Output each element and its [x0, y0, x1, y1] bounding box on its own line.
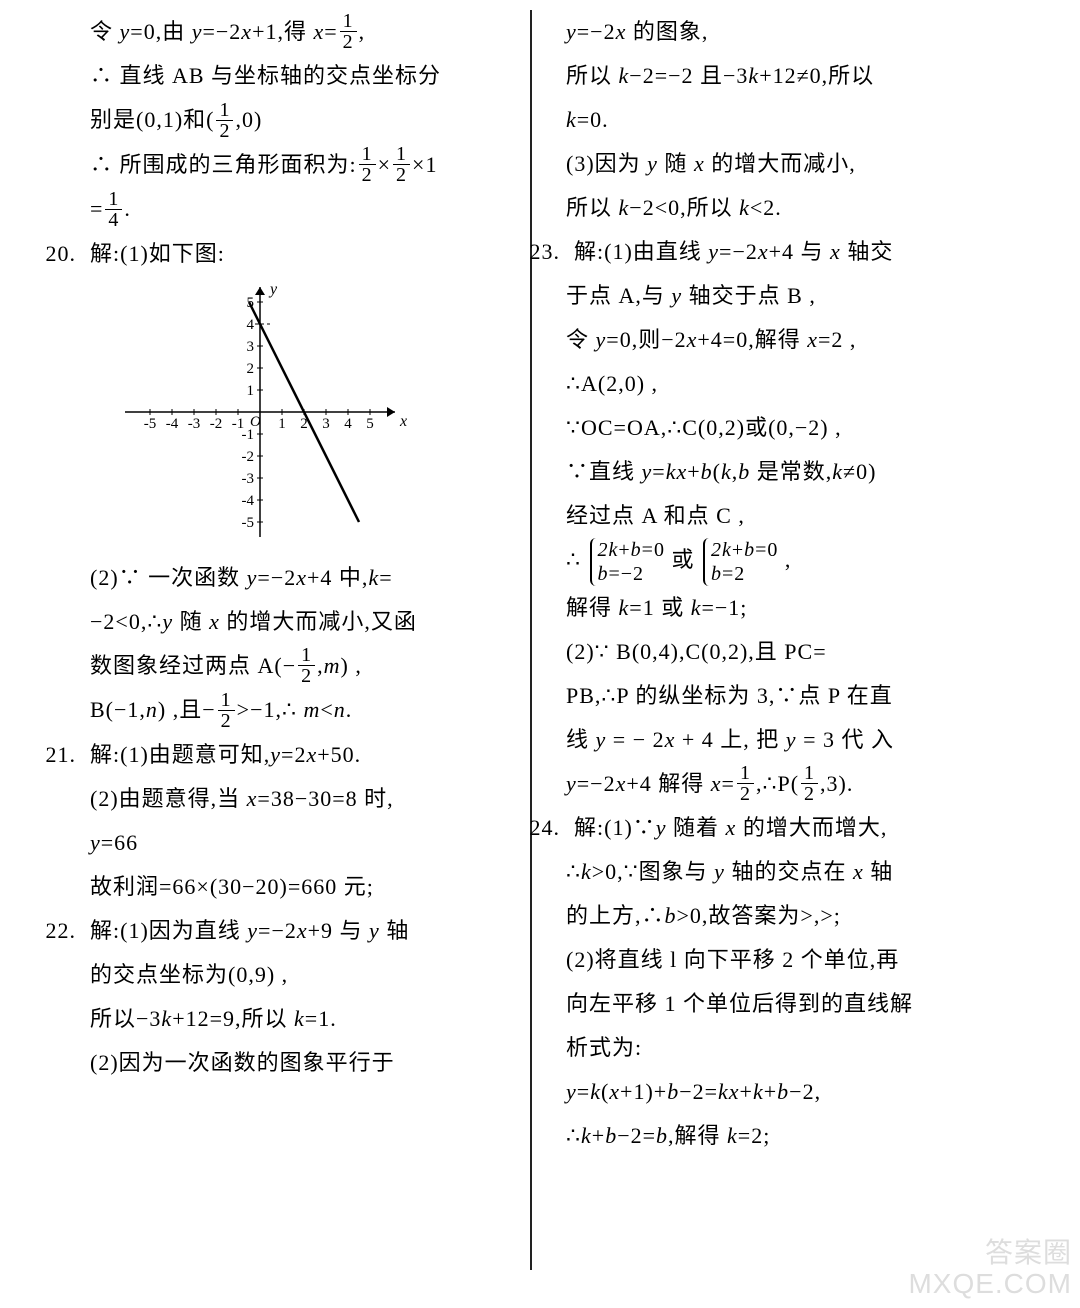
svg-text:4: 4 [247, 317, 255, 333]
text-line: (2)将直线 l 向下平移 2 个单位,再 [566, 938, 1032, 982]
svg-text:4: 4 [344, 416, 352, 432]
problem-22: 22.解:(1)因为直线 y=−2x+9 与 y 轴 [90, 909, 504, 953]
svg-text:-5: -5 [144, 416, 157, 432]
text-line: 令 y=0,由 y=−2x+1,得 x=12, [90, 10, 504, 54]
svg-text:1: 1 [247, 383, 255, 399]
text-line: ∴ 直线 AB 与坐标轴的交点坐标分 [90, 54, 504, 98]
text-line: 别是(0,1)和(12,0) [90, 98, 504, 142]
text-line: 向左平移 1 个单位后得到的直线解 [566, 982, 1032, 1026]
svg-text:-4: -4 [242, 493, 255, 509]
text-line: 的上方,∴b>0,故答案为>,>; [566, 894, 1032, 938]
text-line: 线 y = − 2x + 4 上, 把 y = 3 代 入 [566, 718, 1032, 762]
text-line: ∵直线 y=kx+b(k,b 是常数,k≠0) [566, 450, 1032, 494]
text-line: y=−2x+4 解得 x=12,∴P(12,3). [566, 762, 1032, 806]
text-line: ∵OC=OA,∴C(0,2)或(0,−2) , [566, 406, 1032, 450]
column-divider [530, 10, 532, 1270]
text-line: 数图象经过两点 A(−12,m) , [90, 644, 504, 688]
text-line: ∴k+b−2=b,解得 k=2; [566, 1114, 1032, 1158]
text-line: 令 y=0,则−2x+4=0,解得 x=2 , [566, 318, 1032, 362]
text-line: 所以 k−2<0,所以 k<2. [566, 186, 1032, 230]
problem-23: 23.解:(1)由直线 y=−2x+4 与 x 轴交 [566, 230, 1032, 274]
text-line: y=66 [90, 821, 504, 865]
text-line: PB,∴P 的纵坐标为 3,∵点 P 在直 [566, 674, 1032, 718]
problem-21: 21.解:(1)由题意可知,y=2x+50. [90, 733, 504, 777]
text-line: 解得 k=1 或 k=−1; [566, 586, 1032, 630]
text-line: ∴A(2,0) , [566, 362, 1032, 406]
text-line: (2)由题意得,当 x=38−30=8 时, [90, 777, 504, 821]
text-line: 经过点 A 和点 C , [566, 494, 1032, 538]
svg-text:-5: -5 [242, 515, 255, 531]
svg-text:2: 2 [247, 361, 255, 377]
text-line: =14. [90, 187, 504, 231]
text-line: 故利润=66×(30−20)=660 元; [90, 865, 504, 909]
text-line: 于点 A,与 y 轴交于点 B , [566, 274, 1032, 318]
svg-text:-2: -2 [242, 449, 255, 465]
text-line: y=k(x+1)+b−2=kx+k+b−2, [566, 1070, 1032, 1114]
text-line: (2)∵ 一次函数 y=−2x+4 中,k= [90, 556, 504, 600]
equation-system: ∴ 2k+b=0b=−2 或 2k+b=0b=2 , [566, 538, 1032, 586]
text-line: ∴ 所围成的三角形面积为:12×12×1 [90, 143, 504, 187]
text-line: B(−1,n) ,且−12>−1,∴ m<n. [90, 688, 504, 732]
text-line: −2<0,∴y 随 x 的增大而减小,又函 [90, 600, 504, 644]
text-line: (2)∵ B(0,4),C(0,2),且 PC= [566, 630, 1032, 674]
graph-figure: -5-4-3-2-112345 -5-4-3-2-112345 O x y [110, 282, 504, 548]
text-line: 析式为: [566, 1026, 1032, 1070]
svg-text:5: 5 [366, 416, 374, 432]
text-line: y=−2x 的图象, [566, 10, 1032, 54]
text-line: 所以 k−2=−2 且−3k+12≠0,所以 [566, 54, 1032, 98]
text-line: k=0. [566, 98, 1032, 142]
svg-text:-3: -3 [242, 471, 255, 487]
svg-text:O: O [250, 414, 261, 430]
svg-text:-2: -2 [210, 416, 223, 432]
svg-text:-3: -3 [188, 416, 201, 432]
problem-24: 24.解:(1)∵y 随着 x 的增大而增大, [566, 806, 1032, 850]
svg-text:x: x [399, 413, 407, 430]
text-line: ∴k>0,∵图象与 y 轴的交点在 x 轴 [566, 850, 1032, 894]
text-line: 的交点坐标为(0,9) , [90, 953, 504, 997]
svg-text:3: 3 [322, 416, 330, 432]
svg-text:y: y [268, 282, 278, 298]
svg-text:1: 1 [278, 416, 286, 432]
svg-text:3: 3 [247, 339, 255, 355]
problem-20: 20.解:(1)如下图: [90, 232, 504, 276]
svg-text:-4: -4 [166, 416, 179, 432]
text-line: (2)因为一次函数的图象平行于 [90, 1041, 504, 1085]
text-line: (3)因为 y 随 x 的增大而减小, [566, 142, 1032, 186]
text-line: 所以−3k+12=9,所以 k=1. [90, 997, 504, 1041]
